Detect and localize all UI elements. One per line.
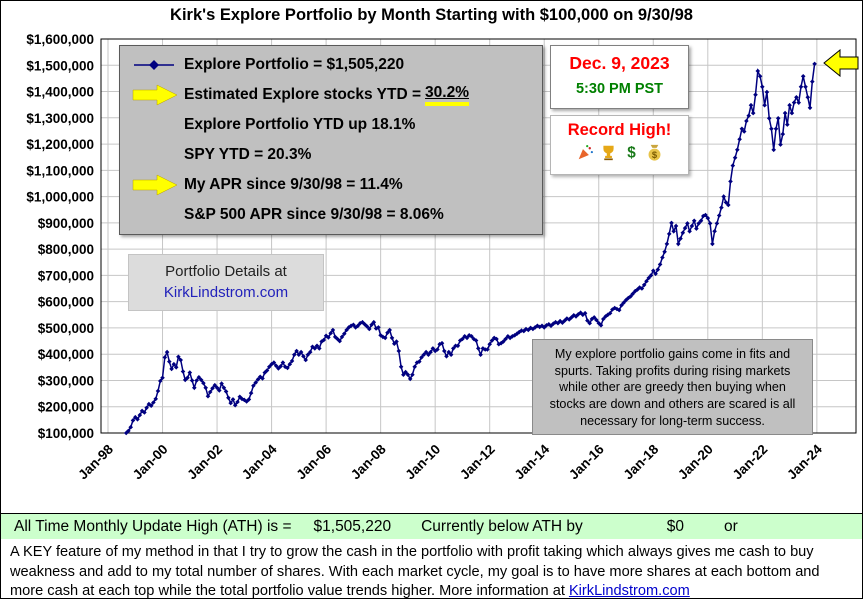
svg-text:$900,000: $900,000 [38, 216, 94, 231]
svg-text:$400,000: $400,000 [38, 347, 94, 362]
portfolio-details-box: Portfolio Details at KirkLindstrom.com [128, 254, 324, 311]
svg-text:$300,000: $300,000 [38, 373, 94, 388]
series-line-marker-icon [132, 59, 184, 71]
svg-text:$1,000,000: $1,000,000 [26, 190, 94, 205]
svg-text:$: $ [651, 150, 657, 160]
svg-text:$1,100,000: $1,100,000 [26, 163, 94, 178]
svg-text:Jan-08: Jan-08 [348, 441, 389, 482]
svg-text:Jan-24: Jan-24 [784, 441, 825, 482]
svg-text:Jan-02: Jan-02 [184, 442, 225, 483]
ath-label: All Time Monthly Update High (ATH) is = [14, 517, 292, 535]
legend-row-my-apr: My APR since 9/30/98 = 11.4% [120, 170, 542, 200]
svg-text:Jan-14: Jan-14 [511, 441, 552, 482]
svg-text:Jan-06: Jan-06 [293, 441, 334, 482]
svg-text:Jan-22: Jan-22 [730, 442, 771, 483]
svg-text:$700,000: $700,000 [38, 268, 94, 283]
kirklindstrom-link[interactable]: KirkLindstrom.com [568, 583, 690, 599]
footer-text: A KEY feature of my method in that I try… [10, 544, 820, 599]
svg-text:Jan-18: Jan-18 [621, 441, 662, 482]
svg-text:$1,500,000: $1,500,000 [26, 58, 94, 73]
svg-text:$100,000: $100,000 [38, 426, 94, 441]
chart-region: $1,600,000 $1,500,000 $1,400,000 $1,300,000… [1, 1, 862, 514]
legend-row-portfolio-ytd: Explore Portfolio YTD up 18.1% [120, 110, 542, 140]
trophy-icon [602, 145, 614, 161]
latest-point-arrow-icon [823, 49, 859, 77]
ath-below-value: $0 [666, 517, 685, 535]
svg-text:Jan-16: Jan-16 [566, 441, 607, 482]
time-text: 5:30 PM PST [575, 81, 664, 97]
legend-row-spy-ytd: SPY YTD = 20.3% [120, 140, 542, 170]
yellow-arrow-right-icon [132, 174, 184, 196]
legend-stocks-ytd-prefix: Estimated Explore stocks YTD = [184, 86, 422, 103]
svg-text:$500,000: $500,000 [38, 321, 94, 336]
page-title: Kirk's Explore Portfolio by Month Starti… [170, 6, 693, 24]
record-high-box: Record High! $ $ [550, 115, 689, 175]
portfolio-details-text: Portfolio Details at [165, 263, 287, 280]
svg-text:$1,300,000: $1,300,000 [26, 111, 94, 126]
legend-stocks-ytd-value: 30.2% [425, 84, 469, 106]
svg-text:Jan-20: Jan-20 [675, 442, 716, 483]
date-text: Dec. 9, 2023 [569, 53, 670, 73]
portfolio-details-site: KirkLindstrom.com [163, 284, 289, 301]
svg-text:Jan-12: Jan-12 [457, 442, 498, 483]
ath-value: $1,505,220 [313, 517, 392, 535]
record-high-label: Record High! [567, 121, 672, 139]
svg-text:$600,000: $600,000 [38, 295, 94, 310]
legend-sp500-apr-text: S&P 500 APR since 9/30/98 = 8.06% [184, 206, 444, 223]
legend-row-portfolio-value: Explore Portfolio = $1,505,220 [120, 50, 542, 80]
party-popper-icon [578, 145, 593, 160]
legend-spy-ytd-text: SPY YTD = 20.3% [184, 146, 312, 163]
svg-text:Jan-10: Jan-10 [402, 442, 443, 483]
legend-portfolio-value-text: Explore Portfolio = $1,505,220 [184, 56, 405, 73]
legend-my-apr-text: My APR since 9/30/98 = 11.4% [184, 176, 403, 193]
svg-text:$200,000: $200,000 [38, 400, 94, 415]
date-box: Dec. 9, 2023 5:30 PM PST [550, 45, 689, 109]
svg-text:$1,200,000: $1,200,000 [26, 137, 94, 152]
svg-text:Jan-04: Jan-04 [239, 441, 280, 482]
footer-description: A KEY feature of my method in that I try… [1, 539, 862, 598]
money-bag-icon: $ [648, 144, 660, 161]
legend-row-stocks-ytd: Estimated Explore stocks YTD = 30.2% [120, 80, 542, 110]
ath-status-bar: All Time Monthly Update High (ATH) is = … [1, 514, 862, 539]
stats-legend-box: Explore Portfolio = $1,505,220 Estimated… [119, 45, 543, 235]
ath-below-label: Currently below ATH by [421, 517, 583, 535]
svg-text:$1,400,000: $1,400,000 [26, 85, 94, 100]
ath-suffix: or [724, 517, 738, 535]
svg-text:$: $ [627, 145, 636, 161]
commentary-box: My explore portfolio gains come in fits … [532, 339, 813, 435]
svg-text:$800,000: $800,000 [38, 242, 94, 257]
dollar-icon: $ [627, 145, 636, 161]
record-high-icons: $ $ [551, 144, 688, 161]
yellow-arrow-right-icon [132, 84, 184, 106]
svg-text:Jan-98: Jan-98 [75, 441, 116, 482]
legend-portfolio-ytd-text: Explore Portfolio YTD up 18.1% [184, 116, 416, 133]
svg-text:$1,600,000: $1,600,000 [26, 32, 94, 47]
legend-row-sp500-apr: S&P 500 APR since 9/30/98 = 8.06% [120, 200, 542, 230]
svg-text:Jan-00: Jan-00 [130, 442, 171, 483]
